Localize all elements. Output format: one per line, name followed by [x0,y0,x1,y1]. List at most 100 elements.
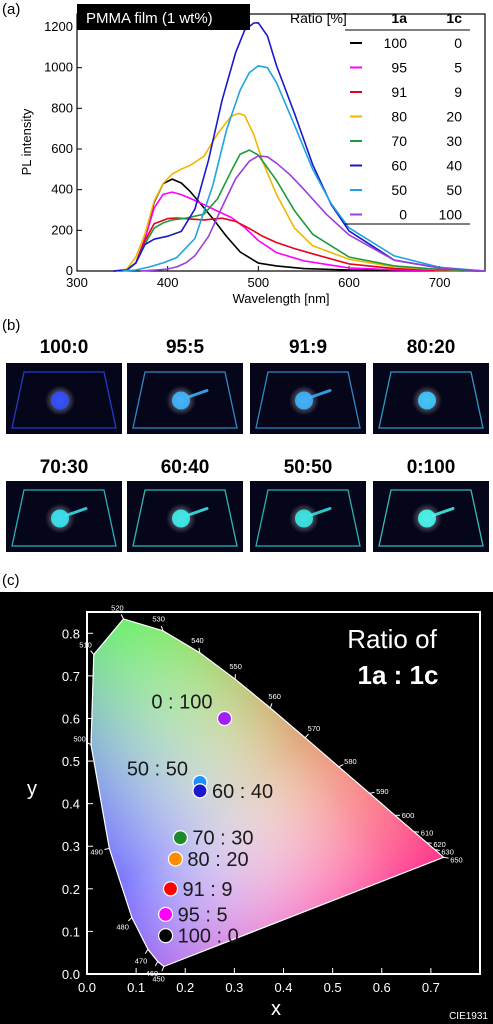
film-streak [308,507,332,517]
glass-slide-outline [378,371,484,429]
legend-value-1a: 60 [391,158,407,174]
legend-value-1c: 50 [446,182,462,198]
wavelength-label: 620 [433,840,446,849]
film-spot [172,391,190,410]
cie-title: Ratio of [347,624,437,654]
cie-point-label: 0 : 100 [151,691,212,713]
legend-header-1c: 1c [446,10,462,26]
series-line-60-40 [113,22,486,272]
film-spot [51,391,69,410]
cie-point-label: 95 : 5 [178,904,228,926]
y-tick-label: 600 [51,141,73,156]
film-spot [418,391,436,410]
wavelength-label: 500 [73,735,86,744]
legend-value-1c: 30 [446,133,462,149]
film-streak [185,389,209,399]
wavelength-label: 630 [441,848,454,857]
wavelength-tick [144,949,149,954]
series-line-0-100 [140,155,486,272]
cie-point-95-5 [158,906,174,922]
wavelength-tick [269,703,273,709]
photo-label: 100:0 [40,337,89,358]
glass-slide-outline [378,489,484,547]
wavelength-label: 610 [421,829,434,838]
y-tick-label: 200 [51,222,73,237]
wavelength-tick [127,917,133,922]
wavelength-tick [443,856,449,859]
y-tick-label: 1000 [44,60,73,75]
film-streak [64,507,88,517]
film-photo [373,481,489,552]
sample-badge: PMMA film (1 wt%) [86,10,213,27]
photo-label: 70:30 [40,457,89,478]
legend-value-1c: 0 [454,35,462,51]
wavelength-label: 570 [308,724,321,733]
cie-point-label: 80 : 20 [187,849,248,871]
glass-slide-outline [11,489,117,547]
legend-value-1a: 100 [384,35,408,51]
wavelength-label: 510 [79,640,92,649]
wavelength-label: 560 [268,692,281,701]
wavelength-tick [338,764,344,768]
film-photo [127,481,243,552]
x-tick-label: 600 [338,275,360,290]
wavelength-tick [161,966,165,972]
glass-slide-outline [132,371,238,429]
wavelength-label: 580 [344,757,357,766]
cie-y-tick-label: 0.6 [62,711,80,726]
wavelength-tick [434,849,440,851]
cie-point-label: 100 : 0 [178,926,239,948]
wavelength-label: 600 [402,811,415,820]
film-photo [250,363,366,434]
x-tick-label: 300 [66,275,88,290]
cie-chart: 4504604704804905005105205305405505605705… [0,592,493,1024]
wavelength-tick [369,791,375,794]
wavelength-tick [160,625,164,631]
cie-x-tick-label: 0.1 [127,980,145,995]
cie-point-60-40 [192,783,208,799]
legend-value-1a: 70 [391,133,407,149]
y-axis-title: PL intensity [19,108,34,175]
cie-x-tick-label: 0.6 [373,980,391,995]
wavelength-tick [90,650,95,655]
legend-value-1a: 80 [391,109,407,125]
cie-x-tick-label: 0.5 [324,980,342,995]
film-photo [373,363,489,434]
cie-y-tick-label: 0.4 [62,797,80,812]
photo-label: 80:20 [407,337,456,358]
cie-point-100-0 [158,928,174,944]
cie-x-tick-label: 0.3 [225,980,243,995]
wavelength-label: 590 [376,787,389,796]
film-streak [185,507,209,517]
cie-point-80-20 [167,851,184,867]
film-spot [172,509,190,528]
wavelength-tick [104,847,110,850]
wavelength-label: 520 [111,603,124,612]
film-streak [431,507,455,517]
film-photo [6,481,122,552]
y-tick-label: 0 [66,263,73,278]
cie-point-label: 70 : 30 [192,828,253,850]
cie-y-tick-label: 0.3 [62,839,80,854]
panel-label-b: (b) [2,317,20,334]
film-photo [6,363,122,434]
cie-y-tick-label: 0.8 [62,626,80,641]
cie-y-tick-label: 0.0 [62,967,80,982]
cie-x-tick-label: 0.2 [176,980,194,995]
wavelength-tick [198,647,201,653]
wavelength-label: 550 [229,662,242,671]
film-spot [418,509,436,528]
cie-x-axis-title: x [271,998,281,1020]
glass-slide-outline [255,489,361,547]
x-tick-label: 500 [247,275,269,290]
wavelength-tick [426,842,432,844]
x-axis-title: Wavelength [nm] [232,291,329,306]
cie-x-tick-label: 0.0 [78,980,96,995]
legend-value-1c: 9 [454,84,462,100]
cie-point-91-9 [162,881,179,897]
cie-x-tick-label: 0.7 [422,980,440,995]
cie-point-label: 60 : 40 [212,781,273,803]
plot-frame [76,13,486,272]
y-tick-label: 400 [51,182,73,197]
